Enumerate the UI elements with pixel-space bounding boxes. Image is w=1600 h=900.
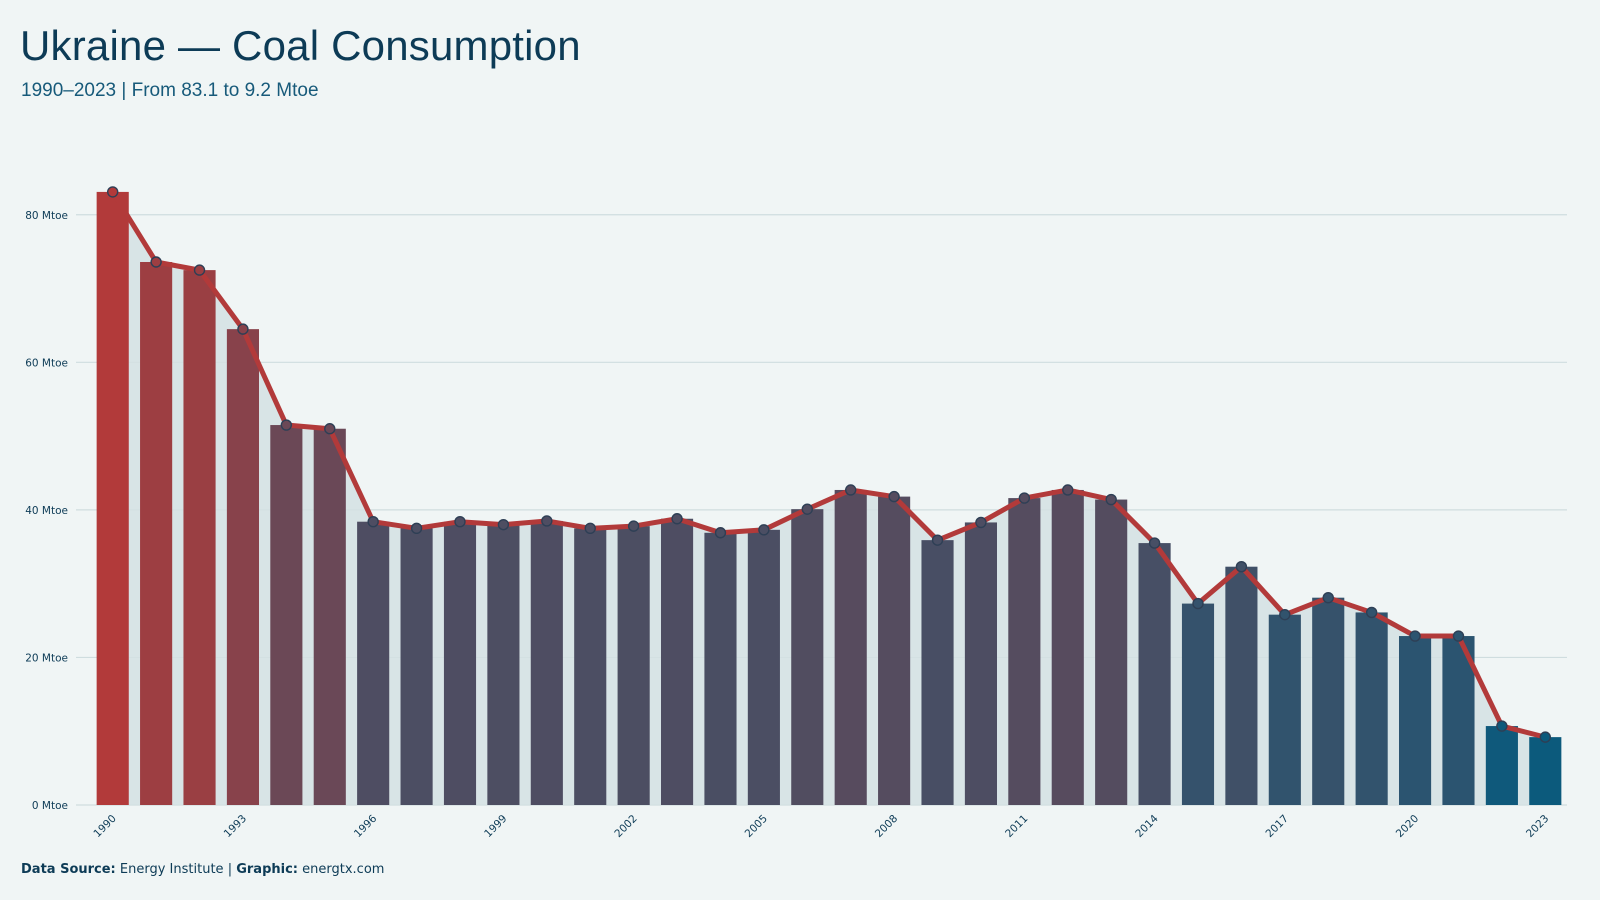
point-1994	[280, 419, 293, 431]
point-1991	[150, 256, 162, 268]
point-2017	[1279, 608, 1291, 621]
series-line	[110, 189, 1548, 740]
source-label: Data Source:	[21, 862, 116, 877]
footer-credits: Data Source: Energy Institute | Graphic:…	[21, 862, 384, 877]
bar-2023	[1529, 737, 1562, 805]
point-2014	[1148, 537, 1161, 549]
bar-2018	[1312, 597, 1345, 805]
x-tick-label: 1996	[352, 812, 380, 840]
bar-2011	[1008, 498, 1041, 805]
point-2008	[888, 490, 900, 503]
point-2003	[671, 513, 683, 525]
graphic-label: Graphic:	[236, 862, 298, 877]
point-2009	[931, 534, 944, 546]
point-2000	[541, 515, 553, 527]
point-2001	[584, 522, 596, 535]
source-value: Energy Institute	[119, 862, 224, 877]
bar-1995	[313, 428, 346, 805]
bar-2012	[1051, 489, 1084, 805]
point-2011	[1018, 492, 1031, 504]
point-2007	[845, 484, 857, 496]
point-2022	[1496, 720, 1508, 732]
bar-1993	[226, 329, 260, 805]
bar-1992	[183, 270, 216, 806]
point-1993	[237, 323, 249, 335]
point-1995	[324, 423, 336, 435]
bar-2014	[1138, 543, 1171, 805]
y-tick-label: 80 Mtoe	[25, 210, 68, 222]
point-2004	[714, 527, 727, 539]
point-2002	[627, 520, 640, 532]
chart-subtitle: 1990–2023 | From 83.1 to 9.2 Mtoe	[21, 80, 319, 101]
bar-2016	[1225, 566, 1258, 805]
graphic-value: energtx.com	[302, 862, 385, 877]
point-2016	[1235, 560, 1248, 573]
x-tick-label: 1990	[91, 813, 118, 840]
y-tick-label: 20 Mtoe	[25, 652, 68, 664]
bar-2008	[878, 496, 911, 805]
point-2012	[1062, 484, 1074, 496]
point-1996	[367, 515, 379, 528]
bar-2004	[704, 532, 737, 805]
chart-title: Ukraine — Coal Consumption	[20, 22, 581, 69]
bar-2020	[1398, 636, 1432, 805]
point-1998	[454, 515, 466, 528]
point-2006	[801, 503, 813, 515]
bar-2021	[1442, 636, 1475, 805]
bar-2003	[660, 518, 694, 805]
bar-2017	[1268, 614, 1301, 805]
point-2020	[1409, 630, 1421, 642]
point-1990	[107, 186, 119, 198]
y-tick-label: 40 Mtoe	[25, 505, 68, 517]
bar-2001	[574, 528, 607, 805]
x-tick-label: 2008	[873, 813, 900, 840]
bar-1997	[400, 528, 433, 805]
x-tick-label: 2005	[743, 813, 770, 840]
bar-2010	[964, 522, 998, 805]
point-2010	[975, 516, 987, 529]
x-tick-label: 2020	[1394, 813, 1421, 840]
footer-separator: |	[227, 862, 233, 877]
bar-2019	[1355, 612, 1388, 805]
x-tick-label: 1993	[222, 813, 249, 840]
bar-1998	[443, 521, 477, 805]
bar-2002	[617, 526, 650, 805]
bar-1990	[96, 191, 129, 805]
bar-1996	[357, 521, 390, 805]
x-tick-label: 2002	[612, 813, 639, 840]
bar-1991	[140, 261, 173, 805]
point-2019	[1365, 606, 1378, 619]
bar-1999	[487, 524, 520, 805]
point-2023	[1539, 731, 1551, 743]
x-tick-label: 1999	[482, 813, 509, 840]
bar-2013	[1095, 499, 1128, 805]
point-1992	[193, 264, 206, 276]
bar-2006	[791, 509, 824, 805]
point-2005	[758, 524, 770, 536]
bar-2005	[747, 529, 780, 805]
y-tick-label: 0 Mtoe	[32, 800, 68, 812]
x-tick-label: 2023	[1524, 813, 1551, 840]
bar-1994	[270, 425, 303, 805]
point-2015	[1192, 597, 1204, 610]
x-tick-label: 2011	[1003, 813, 1030, 840]
point-2018	[1322, 591, 1334, 604]
bar-2015	[1181, 603, 1215, 805]
point-2021	[1452, 630, 1465, 642]
point-2013	[1105, 493, 1117, 506]
point-1997	[410, 522, 423, 535]
point-1999	[497, 518, 510, 531]
bar-2022	[1485, 726, 1518, 805]
bar-2009	[921, 540, 954, 805]
y-tick-label: 60 Mtoe	[25, 357, 68, 369]
bar-2000	[530, 520, 563, 805]
x-tick-label: 2014	[1133, 812, 1161, 840]
bar-2007	[834, 489, 867, 805]
x-tick-label: 2017	[1264, 813, 1291, 840]
